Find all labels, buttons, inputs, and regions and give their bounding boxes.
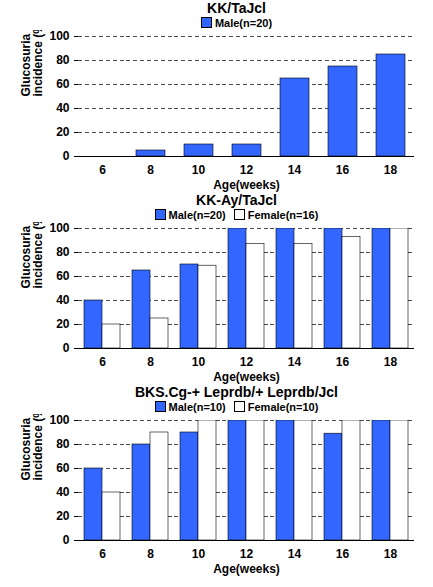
svg-text:40: 40 (56, 485, 70, 499)
svg-text:10: 10 (192, 163, 206, 177)
svg-text:16: 16 (336, 547, 350, 561)
html-text:KK-Ay/TaJcl: KK-Ay/TaJcl (196, 192, 277, 208)
html-text:BKS.Cg-+ Leprdb/+ Leprdb/Jcl: BKS.Cg-+ Leprdb/+ Leprdb/Jcl (135, 384, 338, 400)
svg-text:12: 12 (240, 355, 254, 369)
html-text:Male(n=20): Male(n=20) (214, 17, 273, 29)
html-text:Male(n=20): Male(n=20) (168, 209, 226, 221)
svg-text:18: 18 (384, 547, 398, 561)
svg-text:8: 8 (147, 163, 154, 177)
svg-text:Age(weeks): Age(weeks) (213, 562, 280, 576)
svg-text:100: 100 (49, 414, 69, 427)
html-text:KK/TaJcl: KK/TaJcl (207, 0, 266, 16)
svg-text:100: 100 (49, 222, 69, 235)
svg-text:80: 80 (56, 245, 70, 259)
svg-text:40: 40 (56, 293, 70, 307)
svg-text:20: 20 (56, 317, 70, 331)
svg-text:12: 12 (240, 547, 254, 561)
svg-text:40: 40 (56, 101, 70, 115)
svg-text:0: 0 (63, 533, 70, 547)
svg-text:18: 18 (384, 355, 398, 369)
svg-text:Glucosuriaincidence (%): Glucosuriaincidence (%) (19, 414, 45, 481)
svg-text:60: 60 (56, 77, 70, 91)
svg-text:6: 6 (99, 355, 106, 369)
svg-text:0: 0 (63, 149, 70, 163)
svg-text:Glucosuriaincidence (%): Glucosuriaincidence (%) (19, 222, 45, 289)
svg-text:14: 14 (288, 163, 302, 177)
svg-text:Age(weeks): Age(weeks) (213, 370, 280, 384)
html-text:Female(n=16): Female(n=16) (247, 209, 319, 221)
svg-text:10: 10 (192, 355, 206, 369)
svg-text:8: 8 (147, 547, 154, 561)
svg-text:12: 12 (240, 163, 254, 177)
svg-text:20: 20 (56, 509, 70, 523)
svg-text:80: 80 (56, 437, 70, 451)
svg-text:14: 14 (288, 547, 302, 561)
svg-text:16: 16 (336, 355, 350, 369)
svg-text:18: 18 (384, 163, 398, 177)
svg-text:10: 10 (192, 547, 206, 561)
svg-text:80: 80 (56, 53, 70, 67)
svg-text:60: 60 (56, 269, 70, 283)
svg-text:14: 14 (288, 355, 302, 369)
html-text:Female(n=10): Female(n=10) (247, 401, 319, 413)
svg-text:20: 20 (56, 125, 70, 139)
svg-text:16: 16 (336, 163, 350, 177)
svg-text:8: 8 (147, 355, 154, 369)
svg-text:0: 0 (63, 341, 70, 355)
svg-text:100: 100 (49, 30, 69, 43)
svg-text:6: 6 (99, 547, 106, 561)
svg-text:6: 6 (99, 163, 106, 177)
svg-text:Glucosuriaincidence (%): Glucosuriaincidence (%) (19, 30, 45, 97)
svg-text:Age(weeks): Age(weeks) (213, 178, 280, 192)
svg-text:60: 60 (56, 461, 70, 475)
html-text:Male(n=10): Male(n=10) (168, 401, 226, 413)
